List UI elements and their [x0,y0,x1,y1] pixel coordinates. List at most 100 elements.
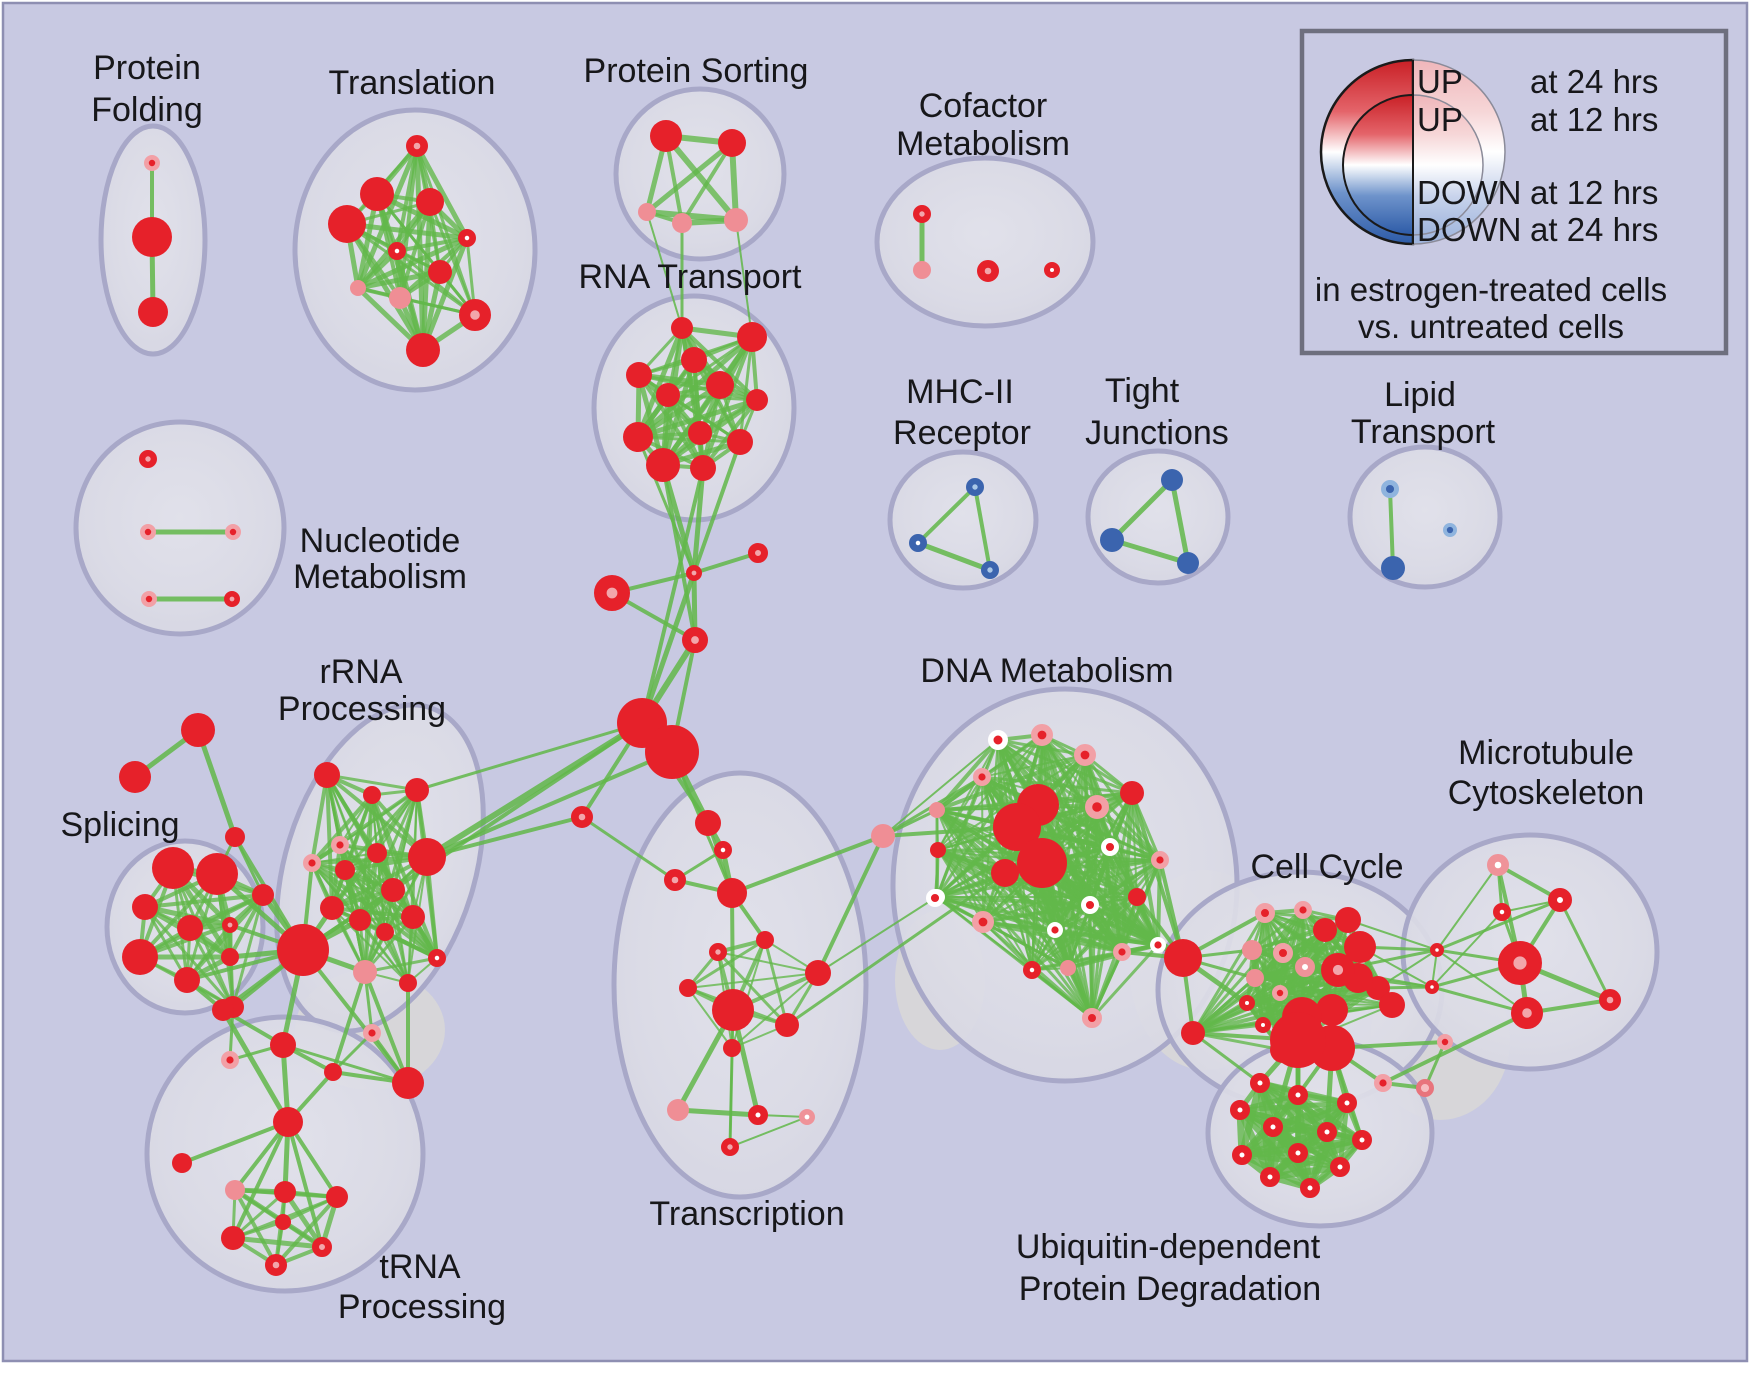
gene-node-rr10[interactable] [401,905,425,929]
gene-node-tr8[interactable] [350,280,366,296]
gene-node-tn3[interactable] [270,1032,296,1058]
gene-node-rr9[interactable] [381,878,405,902]
gene-node-tx5[interactable] [756,931,774,949]
gene-node-sp6[interactable] [122,939,158,975]
gene-node-tr11[interactable] [406,333,440,367]
gene-node-mt8[interactable] [1373,1073,1392,1092]
gene-node-dm12[interactable] [1150,851,1169,870]
gene-node-dmw[interactable] [925,888,944,907]
gene-node-cc1[interactable] [1255,903,1275,923]
gene-node-rr7[interactable] [367,843,387,863]
gene-node-nu3[interactable] [224,524,241,541]
gene-node-mt1[interactable] [1486,853,1509,876]
gene-node-tn11[interactable] [275,1214,291,1230]
gene-node-sp4[interactable] [177,915,203,941]
gene-node-rr15[interactable] [353,960,377,984]
gene-node-cc11[interactable] [1246,969,1264,987]
gene-node-tr4[interactable] [328,205,366,243]
gene-node-rr11[interactable] [320,896,344,920]
gene-node-rr4[interactable] [331,836,350,855]
gene-node-tx7[interactable] [679,979,697,997]
gene-node-sp5[interactable] [222,916,239,933]
gene-node-dm11[interactable] [1100,837,1119,856]
gene-node-tn8[interactable] [221,1226,245,1250]
gene-node-ub2[interactable] [1288,1085,1308,1105]
gene-node-mt9[interactable] [1415,1078,1434,1097]
gene-node-ts1[interactable] [181,713,215,747]
gene-node-tx8[interactable] [805,960,831,986]
gene-node-cn3[interactable] [593,574,630,611]
gene-node-rr16[interactable] [399,974,417,992]
gene-node-rrb[interactable] [392,1067,424,1099]
gene-node-ts2[interactable] [119,761,151,793]
gene-node-mt4[interactable] [1497,941,1542,986]
gene-node-dm14[interactable] [991,859,1019,887]
gene-node-rt12[interactable] [690,455,716,481]
gene-node-cn5[interactable] [570,805,593,828]
gene-node-hub2[interactable] [645,725,699,779]
gene-node-ts3[interactable] [225,827,245,847]
gene-node-mh1[interactable] [966,477,985,496]
gene-node-mt5[interactable] [1598,988,1621,1011]
gene-node-lp1[interactable] [1380,480,1399,499]
gene-node-tr1[interactable] [406,135,429,158]
gene-node-ub3[interactable] [1337,1093,1357,1113]
gene-node-mw1[interactable] [1430,943,1444,957]
gene-node-dm21[interactable] [1060,960,1076,976]
gene-node-cc16[interactable] [1316,994,1348,1026]
gene-node-ub1[interactable] [1250,1073,1270,1093]
gene-node-dm4[interactable] [973,768,992,787]
gene-node-pf2[interactable] [132,217,172,257]
gene-node-tr7[interactable] [428,260,452,284]
gene-node-lp3[interactable] [1443,522,1458,537]
gene-node-dm9[interactable] [993,803,1041,851]
gene-node-rr1[interactable] [314,762,340,788]
gene-node-tx3[interactable] [663,868,686,891]
gene-node-rt9[interactable] [688,421,712,445]
gene-node-tr6[interactable] [388,242,406,260]
gene-node-tx1[interactable] [695,810,721,836]
gene-node-cc13[interactable] [1239,995,1255,1011]
gene-node-tx4[interactable] [717,878,747,908]
gene-node-dm17[interactable] [1080,895,1099,914]
gene-node-nu5[interactable] [224,590,241,607]
gene-node-cc3[interactable] [1335,907,1361,933]
gene-node-mt3[interactable] [1493,903,1511,921]
gene-node-rt1[interactable] [671,317,693,339]
gene-node-sp9[interactable] [252,884,274,906]
gene-node-dm5[interactable] [929,802,945,818]
gene-node-ps2[interactable] [718,129,746,157]
gene-node-cc8[interactable] [1295,957,1315,977]
gene-node-tr2[interactable] [360,177,394,211]
gene-node-ub12[interactable] [1300,1178,1320,1198]
gene-node-lp2[interactable] [1381,556,1405,580]
gene-node-mt6[interactable] [1510,996,1543,1029]
gene-node-nu1[interactable] [138,449,157,468]
gene-node-ub7[interactable] [1352,1130,1372,1150]
gene-node-pf1[interactable] [143,154,160,171]
gene-node-dm23[interactable] [1149,937,1166,954]
gene-node-tnh[interactable] [273,1107,303,1137]
gene-node-dm19[interactable] [1128,888,1146,906]
gene-node-tx6[interactable] [709,943,728,962]
gene-node-tx2[interactable] [714,841,732,859]
gene-node-mt2[interactable] [1548,888,1572,912]
gene-node-rr2[interactable] [363,786,381,804]
gene-node-dm22[interactable] [1023,961,1041,979]
gene-node-cf1[interactable] [913,204,932,223]
gene-node-cc4[interactable] [1313,918,1337,942]
gene-node-tni[interactable] [172,1153,192,1173]
gene-node-tx13[interactable] [748,1105,768,1125]
gene-node-rr13[interactable] [376,923,394,941]
gene-node-ps4[interactable] [672,213,692,233]
gene-node-rt10[interactable] [727,429,753,455]
gene-node-ub11[interactable] [1260,1167,1280,1187]
gene-node-tn4[interactable] [324,1063,342,1081]
gene-node-tr10[interactable] [459,299,492,332]
gene-node-cc12[interactable] [1272,985,1289,1002]
gene-node-dm6[interactable] [1120,781,1144,805]
gene-node-mh3[interactable] [981,561,1000,580]
gene-node-tx15[interactable] [721,1138,740,1157]
gene-node-g1[interactable] [277,924,329,976]
gene-node-tr9[interactable] [389,287,411,309]
